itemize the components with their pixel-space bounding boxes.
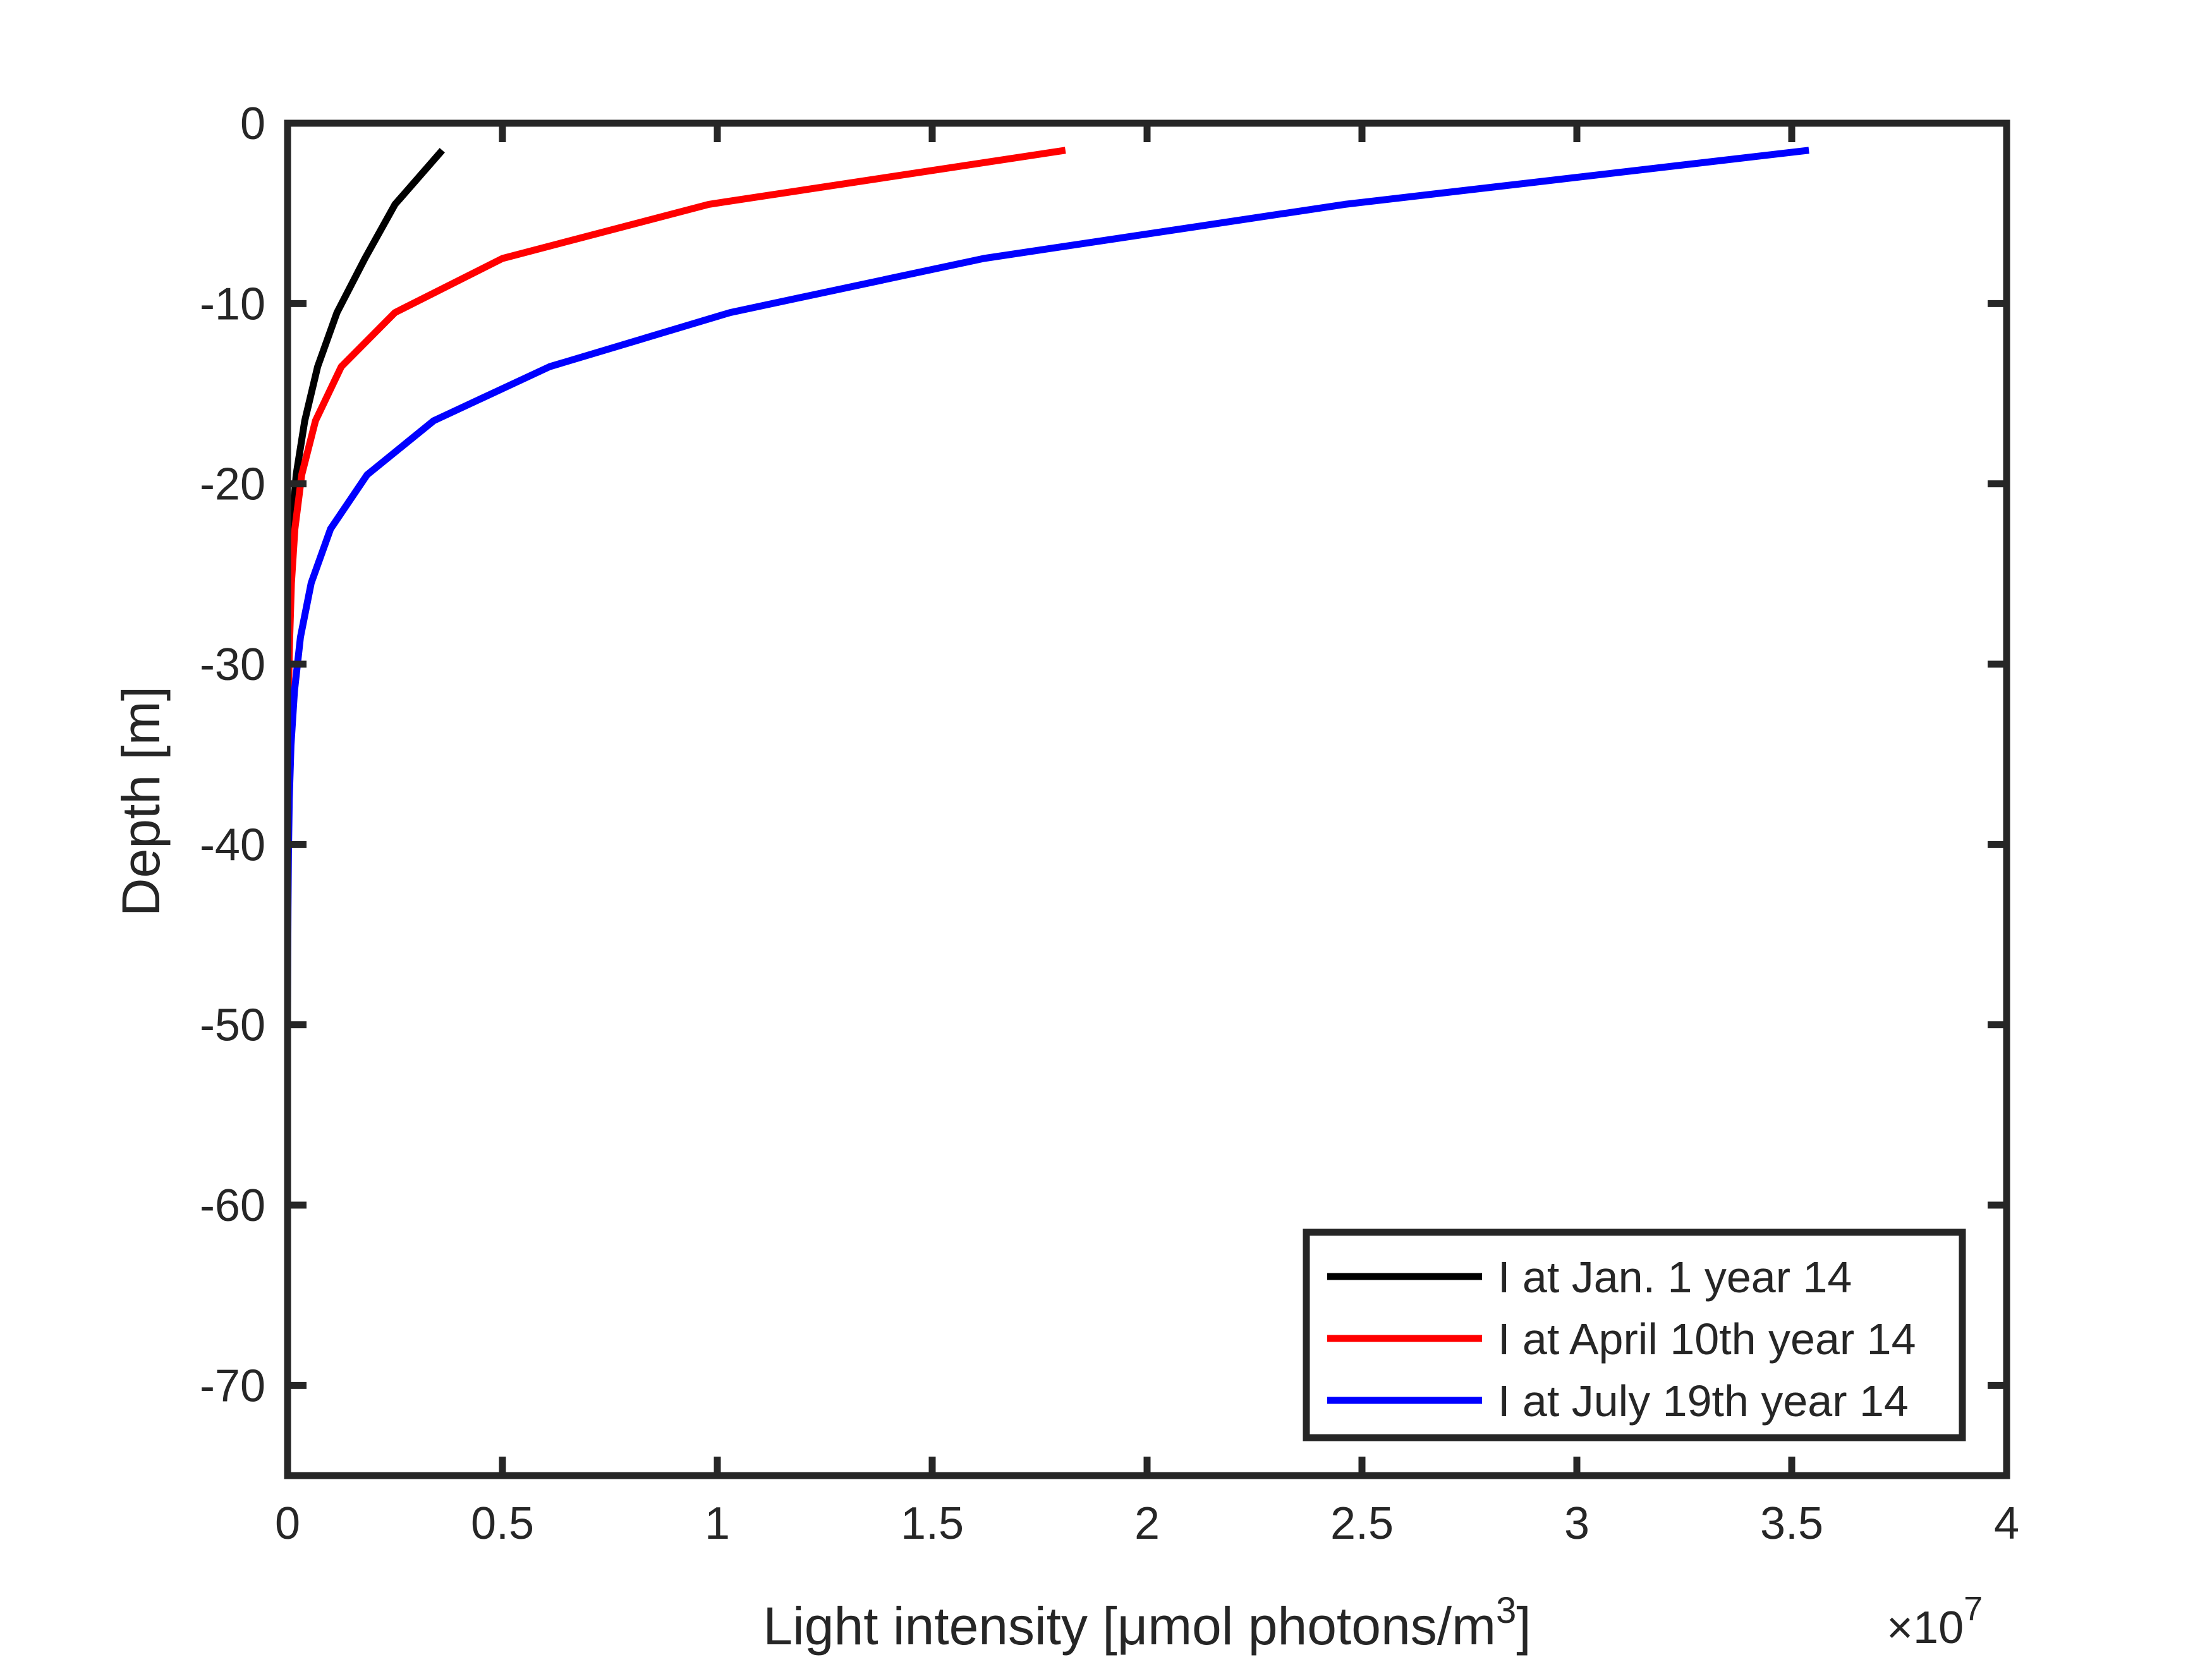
- y-tick-label: -10: [200, 279, 265, 329]
- y-tick-label: -30: [200, 640, 265, 690]
- legend-entries: I at Jan. 1 year 14 I at April 10th year …: [1327, 1253, 1916, 1426]
- plot-frame: [284, 119, 2010, 1479]
- x-tick-label: 1.5: [901, 1498, 964, 1549]
- x-axis-exponent: ×107: [1887, 1590, 1983, 1653]
- y-tick-label: -70: [200, 1361, 265, 1411]
- y-tick-label: 0: [240, 99, 265, 149]
- x-tick-label: 2.5: [1330, 1498, 1394, 1549]
- y-tick-label: -50: [200, 1000, 265, 1051]
- x-axis-label: Light intensity [μmol photons/m3]: [763, 1590, 1531, 1656]
- legend-label-1: I at Jan. 1 year 14: [1498, 1253, 1852, 1302]
- y-tick-label: -60: [200, 1180, 265, 1231]
- x-tick-labels: 0 0.5 1 1.5 2 2.5 3 3.5 4: [275, 1498, 2019, 1549]
- x-tick-label: 0.5: [471, 1498, 534, 1549]
- y-tick-labels: 0 -10 -20 -30 -40 -50 -60 -70: [200, 99, 265, 1411]
- legend: I at Jan. 1 year 14 I at April 10th year …: [1303, 1228, 1966, 1441]
- x-tick-label: 3: [1564, 1498, 1589, 1549]
- x-tick-label: 0: [275, 1498, 300, 1549]
- y-tick-label: -20: [200, 459, 265, 510]
- legend-label-3: I at July 19th year 14: [1498, 1376, 1909, 1426]
- x-tick-label: 3.5: [1760, 1498, 1823, 1549]
- legend-label-2: I at April 10th year 14: [1498, 1314, 1916, 1364]
- y-tick-label: -40: [200, 820, 265, 870]
- y-axis-label: Depth [m]: [111, 686, 171, 916]
- x-tick-label: 4: [1994, 1498, 2019, 1549]
- x-tick-label: 2: [1134, 1498, 1160, 1549]
- x-tick-label: 1: [705, 1498, 730, 1549]
